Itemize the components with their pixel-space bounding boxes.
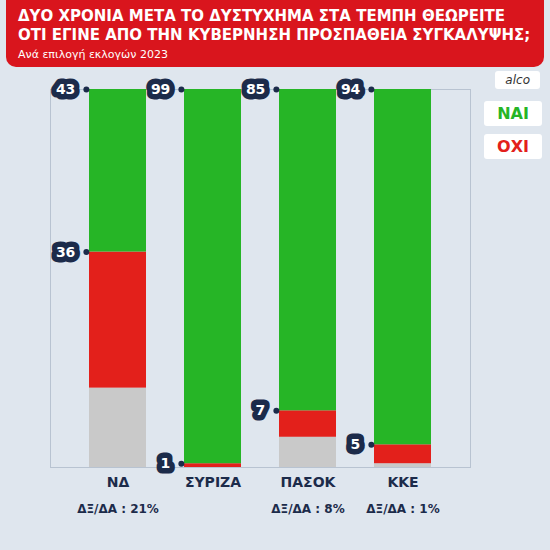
svg-text:7: 7: [256, 402, 266, 418]
svg-text:ΝΔ: ΝΔ: [107, 474, 130, 490]
svg-text:ΔΞ/ΔΑ : 21%: ΔΞ/ΔΑ : 21%: [77, 502, 159, 516]
svg-text:99: 99: [151, 81, 170, 97]
svg-text:1: 1: [161, 455, 171, 471]
svg-text:ΔΞ/ΔΑ : 1%: ΔΞ/ΔΑ : 1%: [366, 502, 439, 516]
svg-text:ΣΥΡΙΖΑ: ΣΥΡΙΖΑ: [185, 474, 241, 490]
svg-text:ΚΚΕ: ΚΚΕ: [387, 474, 418, 490]
html-text:Ανά επιλογή εκλογών 2023: Ανά επιλογή εκλογών 2023: [18, 48, 168, 61]
html-text:alco: alco: [505, 73, 530, 87]
html-text:ΝΑΙ: ΝΑΙ: [497, 104, 529, 123]
svg-text:ΔΞ/ΔΑ : 8%: ΔΞ/ΔΑ : 8%: [271, 502, 344, 516]
svg-text:94: 94: [341, 81, 361, 97]
svg-text:5: 5: [351, 436, 361, 452]
svg-text:43: 43: [56, 81, 75, 97]
svg-text:36: 36: [56, 244, 75, 260]
svg-text:ΠΑΣΟΚ: ΠΑΣΟΚ: [281, 474, 337, 490]
html-text:ΟΧΙ: ΟΧΙ: [497, 137, 529, 156]
html-text:ΔΥΟ ΧΡΟΝΙΑ ΜΕΤΑ ΤΟ ΔΥΣΤΥΧΗΜΑ Σ: ΔΥΟ ΧΡΟΝΙΑ ΜΕΤΑ ΤΟ ΔΥΣΤΥΧΗΜΑ ΣΤΑ ΤΕΜΠΗ Θ…: [18, 7, 531, 44]
svg-text:85: 85: [246, 81, 265, 97]
